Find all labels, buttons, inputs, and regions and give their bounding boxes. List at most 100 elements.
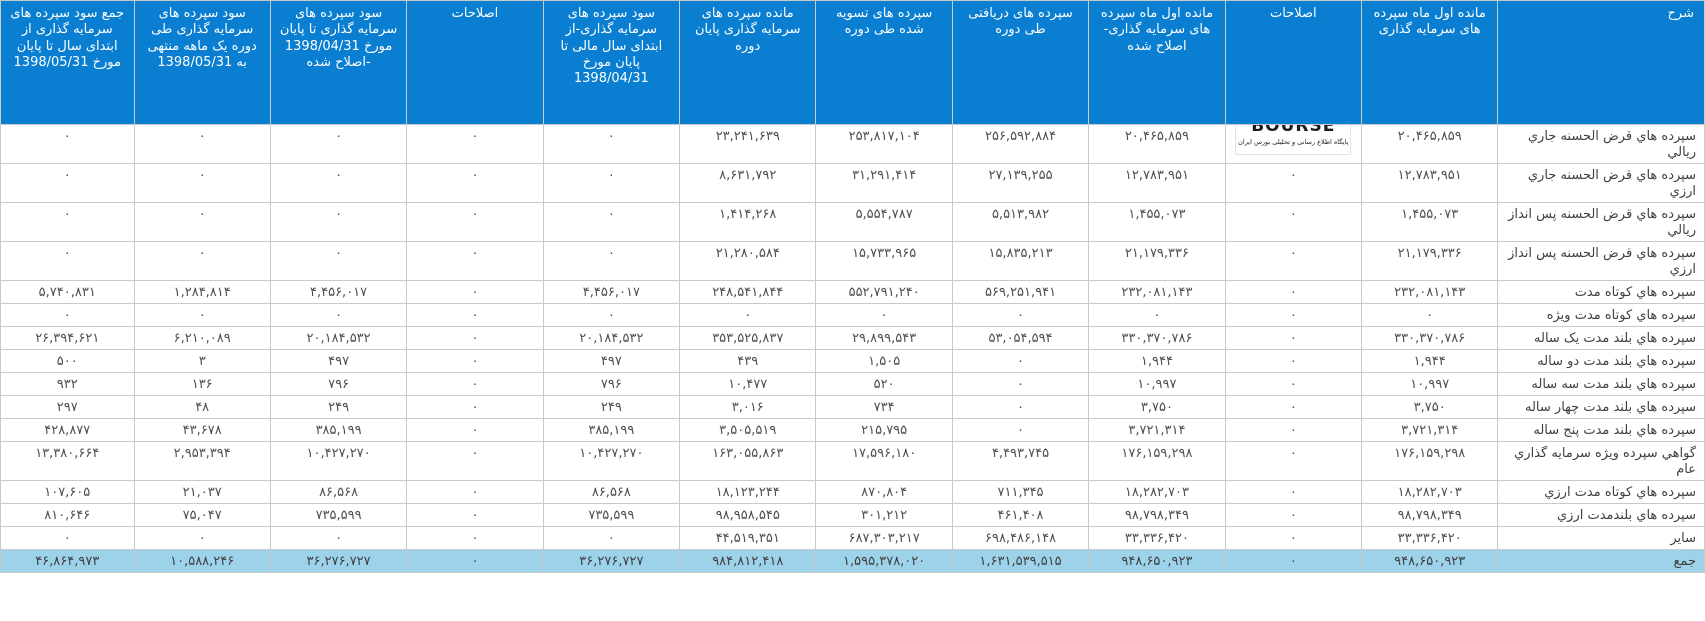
table-cell: ۰: [406, 480, 544, 504]
table-cell: ۰: [406, 526, 544, 550]
table-cell: ۰: [815, 303, 953, 327]
table-row: سپرده هاي بلند مدت پنج ساله ۳,۷۲۱,۳۱۴ ۰ ۳,۷…: [0, 418, 1705, 442]
table-cell: ۲۱۵,۷۹۵: [815, 418, 953, 442]
table-cell: ۱۲,۷۸۳,۹۵۱: [1088, 163, 1226, 203]
table-cell: ۵۵۲,۷۹۱,۲۴۰: [815, 280, 953, 304]
table-cell: ۱۰,۴۲۷,۲۷۰: [269, 441, 408, 481]
table-cell: ۰: [542, 124, 681, 164]
table-row: سپرده هاي كوتاه مدت ۲۳۲,۰۸۱,۱۴۳ ۰ ۲۳۲,۰۸۱,۱…: [0, 280, 1705, 304]
row-label: سپرده هاي كوتاه مدت ويژه: [1497, 303, 1705, 327]
table-cell: ۱۷۶,۱۵۹,۲۹۸: [1088, 441, 1226, 481]
table-cell: ۷۳۵,۵۹۹: [542, 503, 681, 527]
table-cell: ۲۱,۰۳۷: [133, 480, 271, 504]
table-cell: ۸۶,۵۶۸: [542, 480, 681, 504]
table-cell: ۲۹۷: [0, 395, 135, 419]
table-cell: ۲۴۹: [269, 395, 408, 419]
table-row: سپرده هاي بلند مدت سه ساله ۱۰,۹۹۷ ۰ ۱۰,۹۹۷ ۰…: [0, 372, 1705, 396]
table-cell: ۰: [951, 395, 1090, 419]
table-cell: ۴۲۸,۸۷۷: [0, 418, 135, 442]
table-cell: ۲۵۳,۸۱۷,۱۰۴: [815, 124, 953, 164]
table-cell: ۰: [1224, 163, 1363, 203]
table-cell: ۰: [1224, 326, 1363, 350]
table-row: سپرده هاي قرض الحسنه جاري ريالي ۲۰,۴۶۵,۸۵…: [0, 124, 1705, 164]
table-row: سپرده هاي قرض الحسنه پس انداز ارزي ۲۱,۱۷۹…: [0, 241, 1705, 281]
col-header-adjustments-2: اصلاحات: [406, 0, 544, 125]
table-row: سپرده هاي بلند مدت چهار ساله ۳,۷۵۰ ۰ ۳,۷۵۰ ۰…: [0, 395, 1705, 419]
col-header-interest-month-0531: سود سپرده های سرمایه گذاری طی دوره یک ما…: [133, 0, 271, 125]
table-cell: ۲۷,۱۳۹,۲۵۵: [951, 163, 1090, 203]
table-cell: ۳۱,۲۹۱,۴۱۴: [815, 163, 953, 203]
table-cell: ۱,۲۸۴,۸۱۴: [133, 280, 271, 304]
table-cell: ۱۰,۹۹۷: [1361, 372, 1499, 396]
table-cell: ۳۳۰,۳۷۰,۷۸۶: [1088, 326, 1226, 350]
total-row: جمع ۹۴۸,۶۵۰,۹۲۳ ۰ ۹۴۸,۶۵۰,۹۲۳ ۱,۶۳۱,۵۳۹,۵۱۵ ۱…: [0, 549, 1705, 573]
logo-tagline: پایگاه اطلاع رسانی و تحلیلی بورس ایران: [1238, 138, 1349, 146]
table-cell: ۰: [1224, 280, 1363, 304]
table-cell: ۱,۵۰۵: [815, 349, 953, 373]
table-cell: ۰: [133, 241, 271, 281]
col-header-interest-total-0531: جمع سود سپرده های سرمایه گذاری از ابتدای…: [0, 0, 135, 125]
table-cell: ۸۷۰,۸۰۴: [815, 480, 953, 504]
row-label: گواهي سپرده ويژه سرمايه گذاري عام: [1497, 441, 1705, 481]
table-cell: ۱۸,۱۲۳,۲۴۴: [679, 480, 817, 504]
col-header-deposits-settled: سپرده های تسویه شده طی دوره: [815, 0, 953, 125]
row-label: ساير: [1497, 526, 1705, 550]
row-label: سپرده هاي بلند مدت سه ساله: [1497, 372, 1705, 396]
table-cell: ۰: [0, 241, 135, 281]
table-cell: ۱,۴۵۵,۰۷۳: [1361, 202, 1499, 242]
table-cell: ۹۸,۹۵۸,۵۴۵: [679, 503, 817, 527]
table-row: سپرده هاي بلندمدت ارزي ۹۸,۷۹۸,۳۴۹ ۰ ۹۸,۷۹۸,…: [0, 503, 1705, 527]
row-label: سپرده هاي بلندمدت ارزي: [1497, 503, 1705, 527]
table-cell: ۰: [542, 202, 681, 242]
table-cell: ۰: [406, 280, 544, 304]
total-cell: ۴۶,۸۶۴,۹۷۳: [0, 549, 135, 573]
table-cell: ۰: [0, 526, 135, 550]
table-cell: ۰: [406, 503, 544, 527]
table-cell: ۰: [1224, 349, 1363, 373]
table-cell: ۱۰,۹۹۷: [1088, 372, 1226, 396]
table-cell: ۵,۵۱۳,۹۸۲: [951, 202, 1090, 242]
table-cell: ۰: [1224, 480, 1363, 504]
row-label: سپرده هاي بلند مدت يک ساله: [1497, 326, 1705, 350]
table-cell: ۱۳۶: [133, 372, 271, 396]
table-cell: ۰: [269, 163, 408, 203]
col-header-closing-balance: مانده سپرده های سرمایه گذاری پایان دوره: [679, 0, 817, 125]
table-cell: ۰: [269, 202, 408, 242]
table-cell: ۰: [406, 349, 544, 373]
col-header-interest-ytd-0431: سود سپرده های سرمایه گذاری-از ابتدای سال…: [542, 0, 681, 125]
total-label: جمع: [1497, 549, 1705, 573]
table-cell: ۱۲,۷۸۳,۹۵۱: [1361, 163, 1499, 203]
table-cell: ۸۱۰,۶۴۶: [0, 503, 135, 527]
table-row: سپرده هاي كوتاه مدت ويژه ۰ ۰ ۰ ۰ ۰ ۰ ۰ ۰ ۰ ۰ ۰: [0, 303, 1705, 327]
table-cell: ۳,۷۵۰: [1361, 395, 1499, 419]
table-cell: ۰: [1224, 372, 1363, 396]
table-cell: ۱۸,۲۸۲,۷۰۳: [1361, 480, 1499, 504]
table-cell: ۴۳۹: [679, 349, 817, 373]
table-cell: ۰: [406, 124, 544, 164]
deposits-table-container: شرح مانده اول ماه سپرده های سرمایه گذاری…: [0, 0, 1705, 573]
table-cell: ۴,۴۵۶,۰۱۷: [542, 280, 681, 304]
table-cell: ۷۳۴: [815, 395, 953, 419]
table-cell: ۰: [1224, 395, 1363, 419]
table-cell: ۰: [951, 418, 1090, 442]
table-cell: ۰: [951, 303, 1090, 327]
row-label: سپرده هاي بلند مدت پنج ساله: [1497, 418, 1705, 442]
table-cell: ۳۳,۳۳۶,۴۲۰: [1361, 526, 1499, 550]
table-cell: ۲۴۹: [542, 395, 681, 419]
table-cell: ۰: [0, 303, 135, 327]
table-cell: ۶۹۸,۴۸۶,۱۴۸: [951, 526, 1090, 550]
investment-deposits-table: شرح مانده اول ماه سپرده های سرمایه گذاری…: [0, 0, 1705, 573]
table-cell: ۰: [951, 349, 1090, 373]
table-cell: ۵,۵۵۴,۷۸۷: [815, 202, 953, 242]
table-cell: ۱۰,۴۷۷: [679, 372, 817, 396]
table-cell: ۱,۹۴۴: [1088, 349, 1226, 373]
table-cell: ۲۱,۱۷۹,۳۳۶: [1361, 241, 1499, 281]
bourse24-logo: 24BOURSEپایگاه اطلاع رسانی و تحلیلی بورس…: [1235, 125, 1352, 155]
table-cell: ۳: [133, 349, 271, 373]
table-cell: ۰: [133, 163, 271, 203]
table-cell: ۰: [133, 303, 271, 327]
table-cell: ۱۵,۸۳۵,۲۱۳: [951, 241, 1090, 281]
table-cell: ۱۷۶,۱۵۹,۲۹۸: [1361, 441, 1499, 481]
table-row: سپرده هاي كوتاه مدت ارزي ۱۸,۲۸۲,۷۰۳ ۰ ۱۸,۲۸…: [0, 480, 1705, 504]
row-label: سپرده هاي قرض الحسنه پس انداز ارزي: [1497, 241, 1705, 281]
